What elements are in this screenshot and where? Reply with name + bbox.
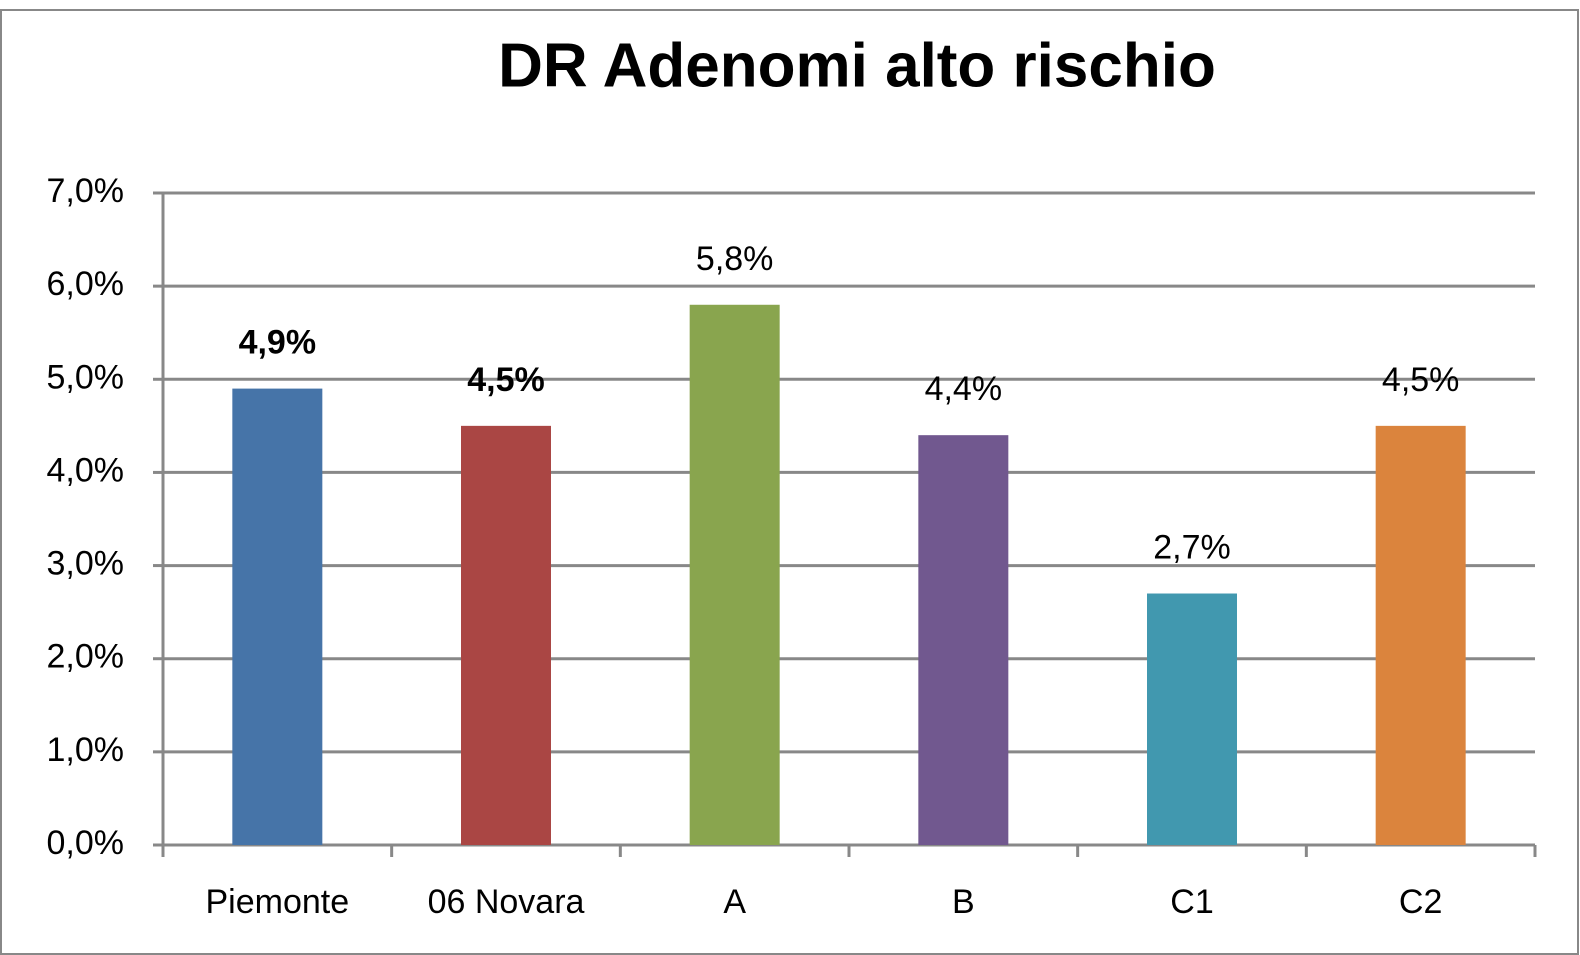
- bar: [689, 304, 780, 845]
- x-tick-label: Piemonte: [206, 883, 350, 921]
- bar: [918, 435, 1009, 845]
- value-label: 5,8%: [696, 240, 774, 278]
- value-label: 4,5%: [467, 361, 545, 399]
- y-tick-label: 0,0%: [47, 824, 125, 862]
- y-tick-label: 1,0%: [47, 731, 125, 769]
- y-tick-label: 4,0%: [47, 451, 125, 489]
- x-tick-label: A: [723, 883, 746, 921]
- value-label: 2,7%: [1153, 528, 1231, 566]
- chart-title: DR Adenomi alto rischio: [498, 31, 1216, 100]
- x-tick-label: C1: [1170, 883, 1213, 921]
- x-tick-label: 06 Novara: [428, 883, 585, 921]
- x-tick-label: C2: [1399, 883, 1442, 921]
- value-label: 4,5%: [1382, 361, 1460, 399]
- value-label: 4,4%: [925, 370, 1003, 408]
- bar: [232, 388, 323, 845]
- bar: [1375, 425, 1466, 845]
- value-label: 4,9%: [239, 324, 317, 362]
- bar: [461, 425, 551, 845]
- y-tick-label: 6,0%: [47, 265, 125, 303]
- bar: [1147, 593, 1237, 845]
- y-tick-label: 2,0%: [47, 638, 125, 676]
- y-tick-label: 3,0%: [47, 545, 125, 583]
- x-tick-label: B: [952, 883, 975, 921]
- y-tick-label: 5,0%: [47, 358, 125, 396]
- y-tick-label: 7,0%: [47, 172, 125, 210]
